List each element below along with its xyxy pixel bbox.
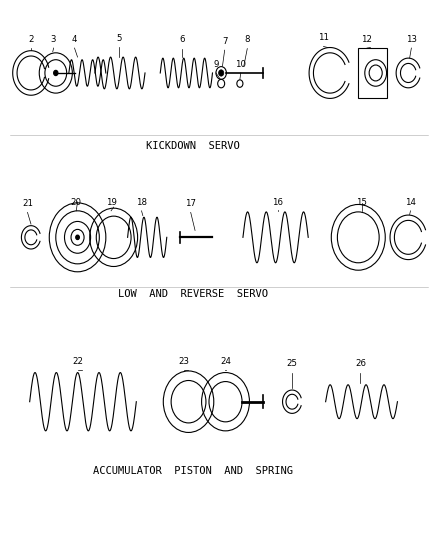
Text: 17: 17 (185, 199, 196, 208)
Text: 2: 2 (28, 35, 34, 44)
Text: 14: 14 (405, 198, 416, 207)
Text: 9: 9 (213, 60, 219, 69)
Text: 21: 21 (22, 199, 33, 208)
Text: 20: 20 (71, 198, 82, 207)
Text: 13: 13 (406, 35, 417, 44)
Text: 6: 6 (179, 35, 185, 44)
Text: ACCUMULATOR  PISTON  AND  SPRING: ACCUMULATOR PISTON AND SPRING (93, 466, 293, 475)
Text: 23: 23 (179, 357, 190, 366)
Circle shape (76, 235, 79, 239)
Text: 11: 11 (318, 33, 329, 42)
Text: 10: 10 (235, 60, 246, 69)
Text: 16: 16 (272, 198, 283, 207)
Text: 25: 25 (286, 359, 297, 368)
Text: LOW  AND  REVERSE  SERVO: LOW AND REVERSE SERVO (118, 289, 268, 299)
Text: KICKDOWN  SERVO: KICKDOWN SERVO (146, 141, 240, 151)
Bar (358, 47, 387, 99)
Text: 15: 15 (356, 198, 367, 207)
Circle shape (219, 70, 224, 76)
Text: 22: 22 (72, 357, 83, 366)
Text: 26: 26 (355, 359, 366, 368)
Text: 24: 24 (220, 357, 231, 366)
Text: 7: 7 (222, 37, 227, 46)
Text: 4: 4 (72, 35, 77, 44)
Circle shape (53, 70, 58, 76)
Text: 19: 19 (106, 198, 117, 207)
Text: 12: 12 (361, 35, 372, 44)
Text: 3: 3 (51, 35, 57, 44)
Text: 5: 5 (116, 34, 122, 43)
Text: 18: 18 (136, 198, 147, 207)
Text: 8: 8 (244, 35, 250, 44)
